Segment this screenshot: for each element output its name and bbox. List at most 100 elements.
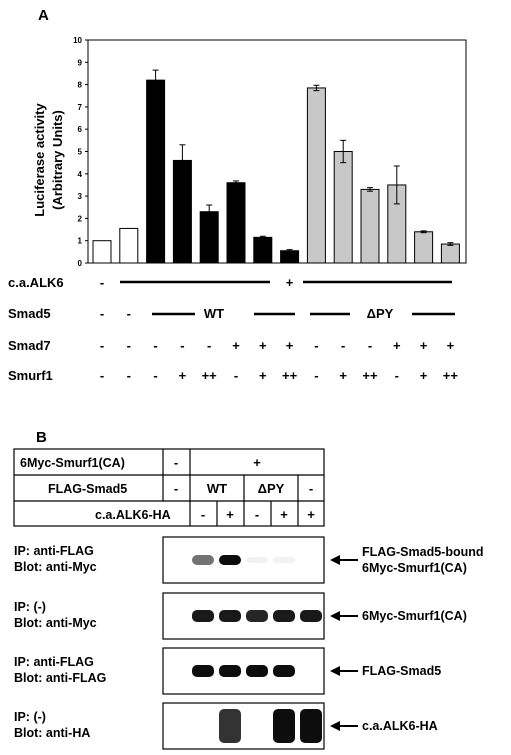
y-tick-label: 1 (78, 237, 83, 246)
bar (199, 211, 219, 264)
blot-band (246, 557, 268, 563)
row-mark-smad7: - (314, 338, 318, 353)
y-tick-label: 7 (78, 103, 83, 112)
blot-frame (162, 592, 325, 640)
condition-grid-b: 6Myc-Smurf1(CA) - + FLAG-Smad5 - WT ΔPY … (13, 448, 325, 527)
blot-antibody-label: Blot: anti-HA (14, 726, 90, 740)
blot-frame (162, 647, 325, 695)
row-mark-smurf1: ++ (443, 368, 459, 383)
row-label-alk6: c.a.ALK6 (8, 275, 64, 290)
bar-chart: 0 1 2 3 4 5 6 7 8 9 10 Luciferase activity (Arbitr… (32, 36, 467, 268)
blot-panel: IP: anti-FLAG Blot: anti-Myc FLAG-Smad5-bo… (14, 536, 484, 584)
y-tick-label: 9 (78, 58, 83, 67)
row-mark-smurf1: - (234, 368, 238, 383)
bar (92, 240, 112, 264)
blot-band (219, 555, 241, 565)
table-row3-cell-2: + (226, 507, 234, 522)
row-mark-smurf1: ++ (362, 368, 378, 383)
blot-antibody-label: Blot: anti-FLAG (14, 671, 106, 685)
arrow-head-icon (330, 666, 340, 676)
row-mark-alk6: - (100, 275, 104, 290)
bar (146, 79, 166, 264)
row-mark-smurf1: - (127, 368, 131, 383)
table-row3-cell-4: + (280, 507, 288, 522)
panel-b-label: B (36, 429, 47, 446)
row-mark-alk6: + (286, 275, 294, 290)
row-mark-smad7: + (286, 338, 294, 353)
y-tick-label: 10 (73, 36, 82, 45)
table-row1-neg: - (174, 455, 178, 470)
table-row2-name: FLAG-Smad5 (48, 482, 127, 496)
table-row2-neg: - (174, 481, 178, 496)
condition-table: c.a.ALK6 Smad5 Smad7 Smurf1 WT ΔPY - + - - -… (8, 275, 458, 383)
y-tick-label: 4 (78, 170, 83, 179)
table-row2-wt: WT (207, 481, 227, 496)
bar (253, 236, 273, 264)
blot-ip-label: IP: (-) (14, 600, 46, 614)
row-mark-smurf1: + (259, 368, 267, 383)
row-mark-smad5: - (127, 306, 131, 321)
y-axis-label-line2: (Arbitrary Units) (50, 110, 65, 210)
row-mark-smad7: + (420, 338, 428, 353)
blot-target-label: FLAG-Smad5 (362, 664, 441, 678)
row-mark-smurf1: - (153, 368, 157, 383)
table-row3-name: c.a.ALK6-HA (95, 508, 171, 522)
row-mark-smad5: - (100, 306, 104, 321)
bar (360, 188, 380, 264)
blot-band (192, 665, 214, 677)
row-mark-smad7: + (447, 338, 455, 353)
blot-target-label: c.a.ALK6-HA (362, 719, 438, 733)
row-mark-smurf1: - (100, 368, 104, 383)
blot-target-label: FLAG-Smad5-bound (362, 545, 484, 559)
blot-band (246, 610, 268, 622)
row-mark-smurf1: - (314, 368, 318, 383)
arrow-head-icon (330, 721, 340, 731)
plot-frame (87, 39, 467, 264)
row-mark-smurf1: ++ (282, 368, 298, 383)
blot-panel: IP: anti-FLAG Blot: anti-FLAG FLAG-Smad5 (14, 647, 441, 695)
table-row3-cell-3: - (255, 507, 259, 522)
row-label-smad7: Smad7 (8, 338, 51, 353)
row-mark-smad7: - (100, 338, 104, 353)
y-tick-label: 3 (78, 192, 83, 201)
row-mark-smad7: - (127, 338, 131, 353)
bar (440, 243, 460, 264)
row-mark-smurf1: + (420, 368, 428, 383)
blot-band (300, 610, 322, 622)
bar (226, 182, 246, 264)
blot-band (192, 555, 214, 565)
blot-band (219, 610, 241, 622)
row-mark-smad7: + (393, 338, 401, 353)
table-row2-neg2: - (309, 481, 313, 496)
row-mark-smurf1: ++ (202, 368, 218, 383)
blot-band (219, 665, 241, 677)
row-mark-smurf1: + (179, 368, 187, 383)
blot-band (273, 709, 295, 743)
row-label-smad5: Smad5 (8, 306, 51, 321)
row-mark-smurf1: - (395, 368, 399, 383)
blot-frame (162, 536, 325, 584)
row-mark-smad7: - (153, 338, 157, 353)
blot-antibody-label: Blot: anti-Myc (14, 616, 97, 630)
y-tick-label: 5 (78, 148, 83, 157)
y-tick-label: 0 (78, 259, 83, 268)
blot-target-label: 6Myc-Smurf1(CA) (362, 609, 467, 623)
bar (306, 87, 326, 264)
y-axis-label-line1: Luciferase activity (32, 103, 47, 217)
bar (333, 151, 353, 264)
row-mark-smad7: - (341, 338, 345, 353)
blot-panel: IP: (-) Blot: anti-HA c.a.ALK6-HA (14, 702, 438, 750)
row-mark-smad7: - (207, 338, 211, 353)
table-row1-name: 6Myc-Smurf1(CA) (20, 456, 125, 470)
blot-band (273, 557, 295, 563)
blot-band (246, 665, 268, 677)
y-tick-label: 2 (78, 214, 83, 223)
bars (92, 69, 460, 264)
panel-a-label: A (38, 7, 49, 24)
blot-band (192, 610, 214, 622)
y-tick-label: 8 (78, 81, 83, 90)
row-mark-smurf1: + (339, 368, 347, 383)
blot-band (273, 610, 295, 622)
table-row3-cell-1: - (201, 507, 205, 522)
